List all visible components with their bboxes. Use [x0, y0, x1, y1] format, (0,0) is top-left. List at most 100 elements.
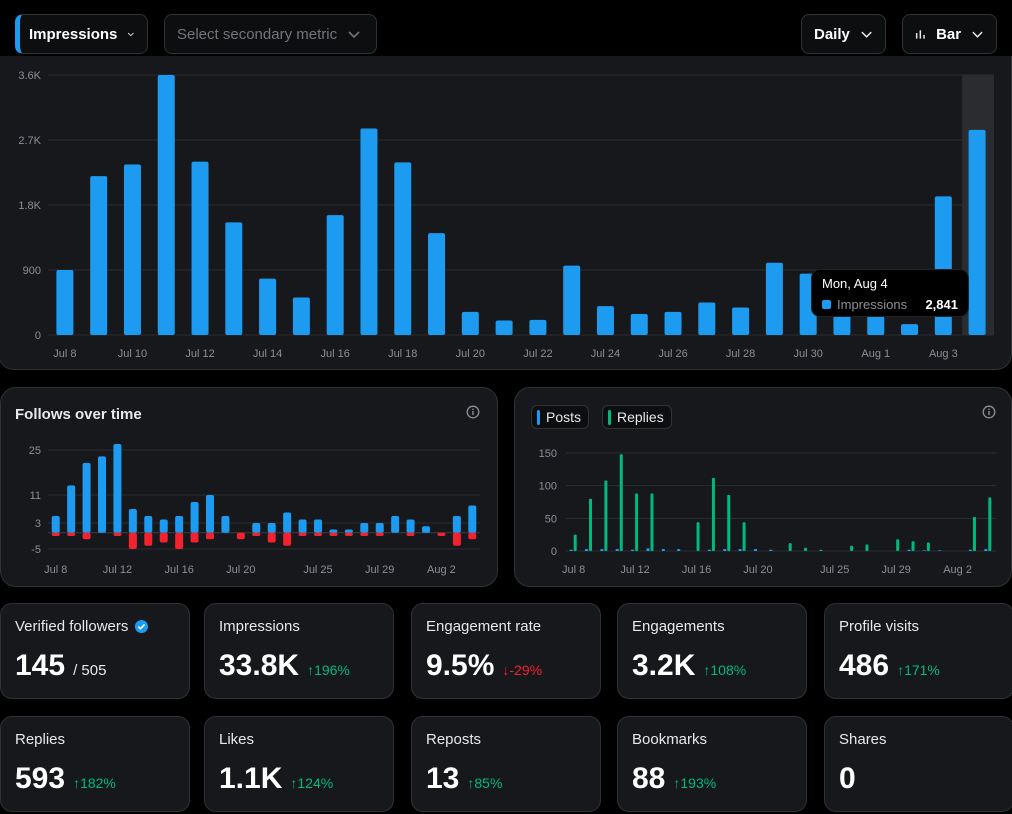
info-icon[interactable]	[466, 405, 480, 419]
card-likes[interactable]: Likes 1.1K ↑124%	[204, 716, 394, 812]
card-replies[interactable]: Replies 593 ↑182%	[0, 716, 190, 812]
card-verified-followers[interactable]: Verified followers 145 / 505	[0, 603, 190, 699]
x-tick-label: Jul 16	[164, 564, 193, 576]
follows-bar	[298, 519, 307, 533]
impressions-bar	[428, 233, 446, 335]
replies-bar	[573, 534, 577, 551]
unfollows-bar	[113, 532, 122, 536]
card-reposts[interactable]: Reposts 13 ↑85%	[411, 716, 601, 812]
follows-bar	[391, 516, 400, 533]
impressions-bar	[833, 313, 851, 335]
follows-chart[interactable]: -5 3 11 25 Jul 8 Jul 12 Jul 16 Jul 20 Jul 25 Jul …	[0, 435, 498, 580]
card-shares[interactable]: Shares 0	[824, 716, 1012, 812]
card-engagements[interactable]: Engagements 3.2K ↑108%	[617, 603, 807, 699]
chevron-down-icon	[348, 31, 360, 39]
legend-posts[interactable]: Posts	[531, 405, 590, 429]
chart-type-dropdown[interactable]: Bar	[902, 14, 997, 54]
x-tick-label: Jul 25	[820, 564, 849, 576]
unfollows-bar	[175, 532, 184, 549]
info-icon[interactable]	[982, 405, 996, 419]
replies-bar	[788, 543, 792, 551]
unfollows-bar	[468, 532, 477, 540]
arrow-up-icon: ↑	[703, 662, 711, 678]
card-value: 0	[839, 762, 856, 795]
card-title: Profile visits	[839, 618, 920, 635]
impressions-bar	[292, 297, 310, 335]
follows-bar	[283, 512, 292, 533]
card-value: 33.8K	[219, 649, 300, 682]
tooltip-date: Mon, Aug 4	[822, 276, 888, 291]
chart-tooltip: Mon, Aug 4 Impressions 2,841	[812, 270, 968, 316]
card-profile-visits[interactable]: Profile visits 486 ↑171%	[824, 603, 1012, 699]
unfollows-bar	[283, 532, 292, 546]
x-tick-label: Jul 12	[620, 564, 649, 576]
x-tick-label: Jul 29	[881, 564, 910, 576]
impressions-bar	[360, 128, 378, 335]
follows-bar	[159, 519, 168, 533]
impressions-bar	[664, 311, 682, 335]
x-tick-label: Jul 8	[562, 564, 585, 576]
unfollows-bar	[128, 532, 137, 549]
posts-bar	[661, 549, 665, 551]
legend-replies[interactable]: Replies	[602, 405, 672, 429]
unfollows-bar	[329, 532, 338, 536]
y-tick-label: 2.7K	[18, 135, 41, 147]
primary-metric-dropdown[interactable]: Impressions	[15, 14, 148, 54]
card-change: ↑124%	[290, 775, 334, 791]
replies-bar	[635, 493, 639, 551]
card-title: Impressions	[219, 618, 300, 635]
follows-bar	[267, 523, 276, 533]
y-tick-label: 25	[29, 445, 41, 457]
posts-bar	[585, 549, 589, 551]
impressions-bar	[867, 311, 885, 335]
interval-dropdown[interactable]: Daily	[801, 14, 886, 54]
unfollows-bar	[452, 532, 461, 546]
arrow-up-icon: ↑	[467, 775, 475, 791]
posts-bar	[569, 549, 573, 551]
replies-bar	[650, 493, 654, 551]
posts-replies-chart[interactable]: 0 50 100 150 Jul 8 Jul 12 Jul 16 Jul 20 Jul 25 Ju…	[514, 440, 1012, 580]
tooltip-value: 2,841	[925, 297, 958, 312]
replies-bar	[804, 547, 808, 551]
replies-bar	[972, 517, 976, 551]
legend-replies-label: Replies	[617, 409, 664, 425]
impressions-chart[interactable]: 0 900 1.8K 2.7K 3.6K Jul 8 Jul 10 Jul 12 Jul 14 J…	[0, 60, 1012, 365]
card-subvalue: / 505	[73, 662, 107, 679]
impressions-bar	[90, 176, 108, 335]
unfollows-bar	[314, 532, 322, 536]
replies-bar	[850, 545, 854, 551]
unfollows-bar	[51, 532, 60, 536]
x-tick-label: Aug 3	[929, 348, 958, 360]
follows-bar	[406, 519, 415, 533]
arrow-down-icon: ↓	[502, 662, 510, 678]
y-tick-label: 50	[545, 513, 557, 525]
unfollows-bar	[298, 532, 307, 536]
card-title: Engagements	[632, 618, 725, 635]
impressions-bar	[326, 215, 344, 335]
impressions-bar	[461, 311, 479, 335]
y-tick-label: 3.6K	[18, 70, 41, 82]
posts-bar	[907, 549, 911, 551]
card-engagement-rate[interactable]: Engagement rate 9.5% ↓-29%	[411, 603, 601, 699]
impressions-bar	[698, 302, 716, 335]
secondary-metric-dropdown[interactable]: Select secondary metric	[164, 14, 377, 54]
card-bookmarks[interactable]: Bookmarks 88 ↑193%	[617, 716, 807, 812]
card-title: Engagement rate	[426, 618, 542, 635]
card-impressions[interactable]: Impressions 33.8K ↑196%	[204, 603, 394, 699]
follows-bar	[128, 509, 137, 533]
arrow-up-icon: ↑	[897, 662, 905, 678]
unfollows-bar	[375, 532, 384, 536]
follows-bar	[375, 523, 384, 533]
impressions-bar	[225, 222, 243, 335]
follows-title: Follows over time	[15, 406, 142, 423]
impressions-bar	[901, 324, 919, 335]
impressions-bar	[529, 319, 547, 335]
card-change: ↑85%	[467, 775, 503, 791]
x-tick-label: Jul 12	[103, 564, 132, 576]
x-tick-label: Jul 28	[726, 348, 755, 360]
chevron-down-icon	[128, 32, 135, 37]
follows-bar	[468, 505, 477, 533]
x-tick-label: Jul 14	[253, 348, 282, 360]
x-tick-label: Jul 24	[591, 348, 620, 360]
posts-bar	[723, 549, 727, 551]
